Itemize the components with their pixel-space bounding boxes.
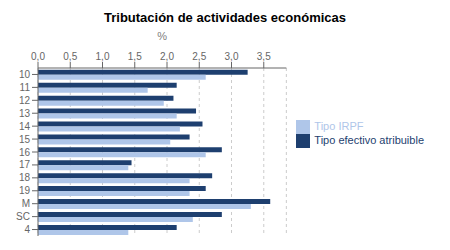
svg-text:3,0: 3,0 xyxy=(225,51,239,62)
svg-text:1,0: 1,0 xyxy=(96,51,110,62)
svg-text:%: % xyxy=(157,30,167,42)
svg-text:10: 10 xyxy=(19,69,31,80)
html-text:Tributación de actividades eco: Tributación de actividades económicas xyxy=(104,10,346,25)
svg-text:SC: SC xyxy=(16,211,30,222)
svg-text:13: 13 xyxy=(19,108,31,119)
svg-text:0,5: 0,5 xyxy=(63,51,77,62)
svg-text:11: 11 xyxy=(20,82,31,93)
svg-text:16: 16 xyxy=(19,147,31,158)
svg-text:2,5: 2,5 xyxy=(192,51,206,62)
svg-text:14: 14 xyxy=(19,121,31,132)
svg-text:3,5: 3,5 xyxy=(257,51,271,62)
svg-text:M: M xyxy=(22,198,30,209)
svg-text:4: 4 xyxy=(24,224,30,235)
svg-text:2,0: 2,0 xyxy=(160,51,174,62)
svg-text:0,0: 0,0 xyxy=(31,51,45,62)
html-text:Tipo efectivo atribuible: Tipo efectivo atribuible xyxy=(314,134,424,146)
html-text:Tipo IRPF: Tipo IRPF xyxy=(314,119,364,132)
svg-text:1,5: 1,5 xyxy=(128,51,142,62)
svg-text:12: 12 xyxy=(19,95,31,106)
svg-text:15: 15 xyxy=(19,134,31,145)
svg-text:17: 17 xyxy=(19,159,31,170)
svg-text:18: 18 xyxy=(19,172,31,183)
svg-text:19: 19 xyxy=(19,185,31,196)
